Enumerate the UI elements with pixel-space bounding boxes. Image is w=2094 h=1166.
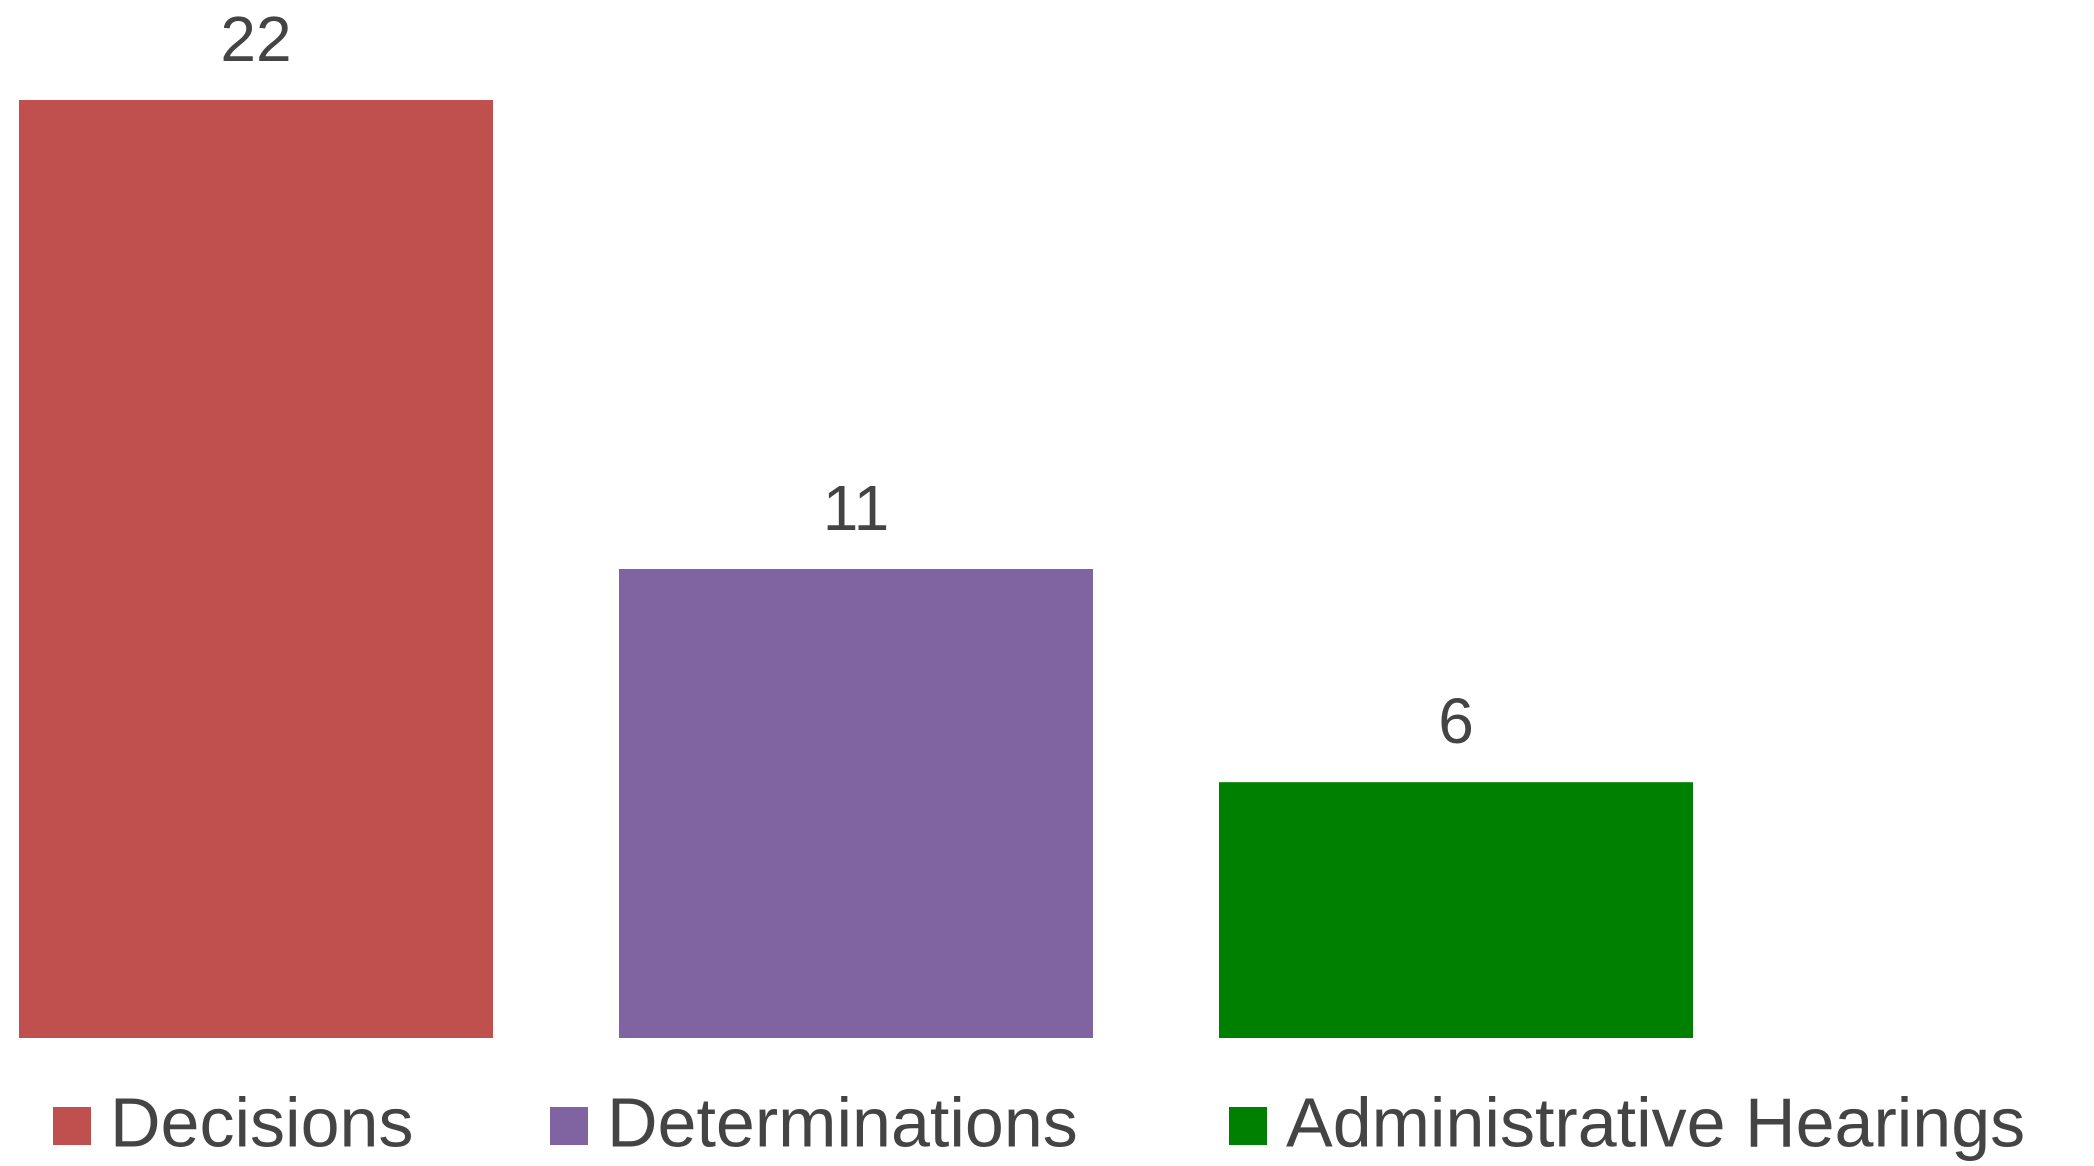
data-label: 22 bbox=[220, 3, 291, 75]
legend-label: Decisions bbox=[110, 1083, 413, 1161]
bar bbox=[19, 100, 493, 1038]
data-label: 11 bbox=[823, 472, 889, 544]
legend-swatch bbox=[1229, 1107, 1267, 1145]
bar bbox=[619, 569, 1093, 1038]
legend-swatch bbox=[53, 1107, 91, 1145]
bar bbox=[1219, 782, 1693, 1038]
legend-label: Administrative Hearings bbox=[1286, 1083, 2025, 1161]
plot-area: 22 11 6 bbox=[19, 3, 1693, 1038]
legend: Decisions Determinations Administrative He… bbox=[53, 1083, 2025, 1161]
legend-swatch bbox=[550, 1107, 588, 1145]
legend-label: Determinations bbox=[607, 1083, 1078, 1161]
data-label: 6 bbox=[1438, 685, 1474, 757]
